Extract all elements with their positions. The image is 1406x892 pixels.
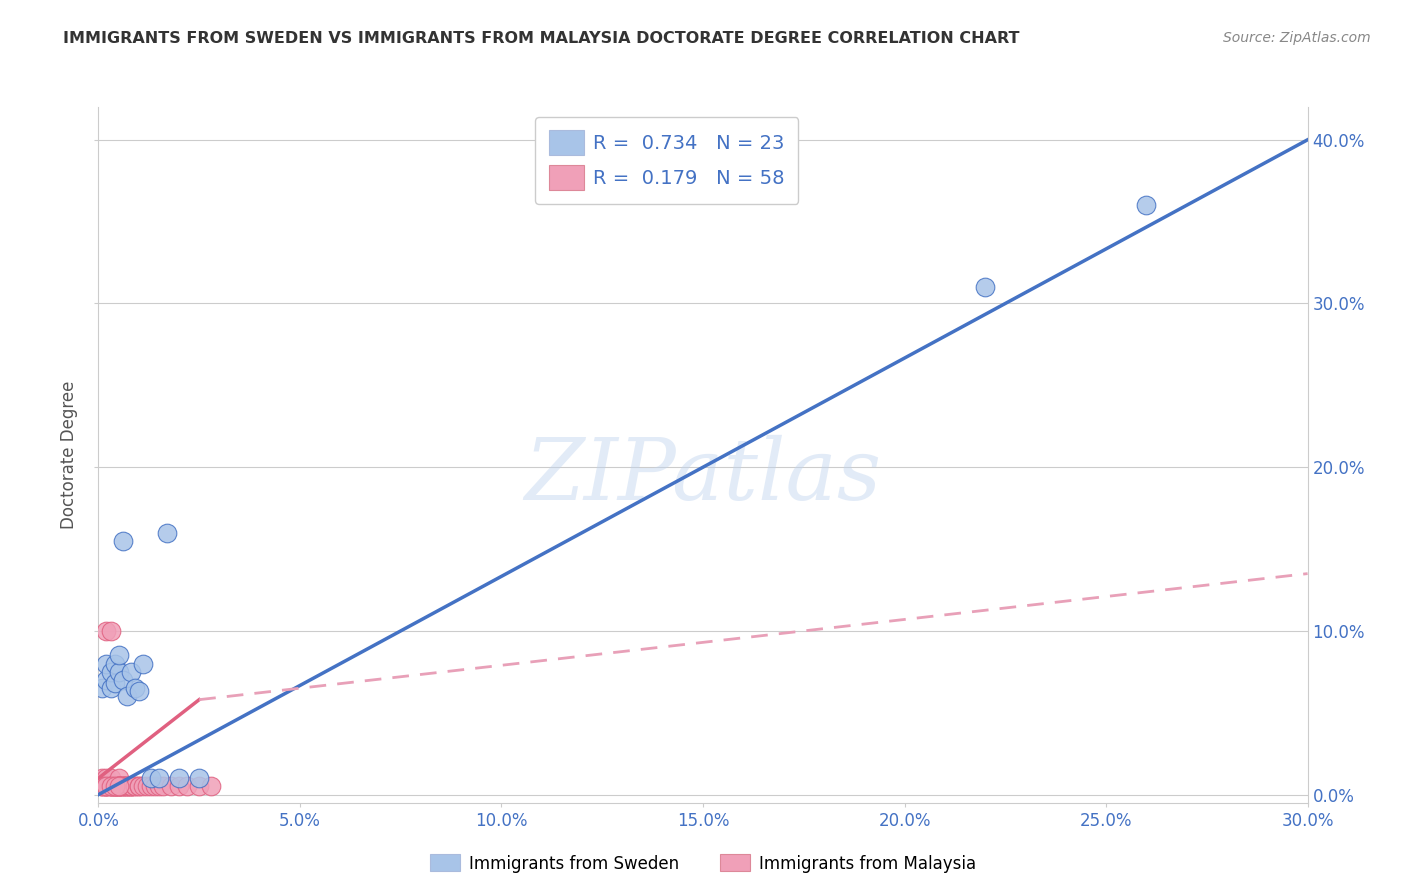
Point [103,780,125,794]
Point [120,665,142,679]
Point [96,771,118,785]
Point [135,780,157,794]
Point [107,780,129,794]
Point [107,780,129,794]
Point [103,657,125,671]
Point [96,780,118,794]
Point [96,780,118,794]
Point [111,780,134,794]
Point [107,665,129,679]
Point [111,780,134,794]
Text: Source: ZipAtlas.com: Source: ZipAtlas.com [1223,31,1371,45]
Point [132,657,155,671]
Point [120,780,142,794]
Point [156,525,179,540]
Text: ZIPatlas: ZIPatlas [524,434,882,517]
Point [132,780,155,794]
Point [107,780,129,794]
Point [200,780,222,794]
Point [143,780,166,794]
Text: IMMIGRANTS FROM SWEDEN VS IMMIGRANTS FROM MALAYSIA DOCTORATE DEGREE CORRELATION : IMMIGRANTS FROM SWEDEN VS IMMIGRANTS FRO… [63,31,1019,46]
Point [974,280,997,294]
Point [91,780,114,794]
Point [148,780,170,794]
Point [107,780,129,794]
Point [160,780,183,794]
Point [100,665,122,679]
Point [111,533,134,548]
Point [100,780,122,794]
Point [100,780,122,794]
Point [100,780,122,794]
Point [100,780,122,794]
Point [103,780,125,794]
Point [100,681,122,696]
Point [152,780,174,794]
Point [103,780,125,794]
Point [91,780,114,794]
Point [115,780,138,794]
Point [120,780,142,794]
Point [96,780,118,794]
Point [91,681,114,696]
Point [103,780,125,794]
Point [107,780,129,794]
Point [96,780,118,794]
Point [188,771,211,785]
Point [111,780,134,794]
Legend: Immigrants from Sweden, Immigrants from Malaysia: Immigrants from Sweden, Immigrants from … [423,847,983,880]
Point [91,771,114,785]
Point [115,780,138,794]
Point [128,780,150,794]
Legend: R =  0.734   N = 23, R =  0.179   N = 58: R = 0.734 N = 23, R = 0.179 N = 58 [536,117,799,203]
Point [96,780,118,794]
Point [139,771,162,785]
Point [103,780,125,794]
Point [115,780,138,794]
Point [96,657,118,671]
Point [103,780,125,794]
Point [188,780,211,794]
Point [124,780,146,794]
Point [100,624,122,638]
Point [124,681,146,696]
Point [96,624,118,638]
Point [115,690,138,704]
Point [107,780,129,794]
Point [128,780,150,794]
Point [120,780,142,794]
Point [103,676,125,690]
Point [100,771,122,785]
Point [167,780,190,794]
Point [120,780,142,794]
Point [96,673,118,687]
Point [91,780,114,794]
Point [111,780,134,794]
Point [176,780,198,794]
Point [115,780,138,794]
Y-axis label: Doctorate Degree: Doctorate Degree [60,381,79,529]
Point [1135,198,1157,212]
Point [148,771,170,785]
Point [100,780,122,794]
Point [107,648,129,663]
Point [107,771,129,785]
Point [124,780,146,794]
Point [111,673,134,687]
Point [167,771,190,785]
Point [139,780,162,794]
Point [128,684,150,698]
